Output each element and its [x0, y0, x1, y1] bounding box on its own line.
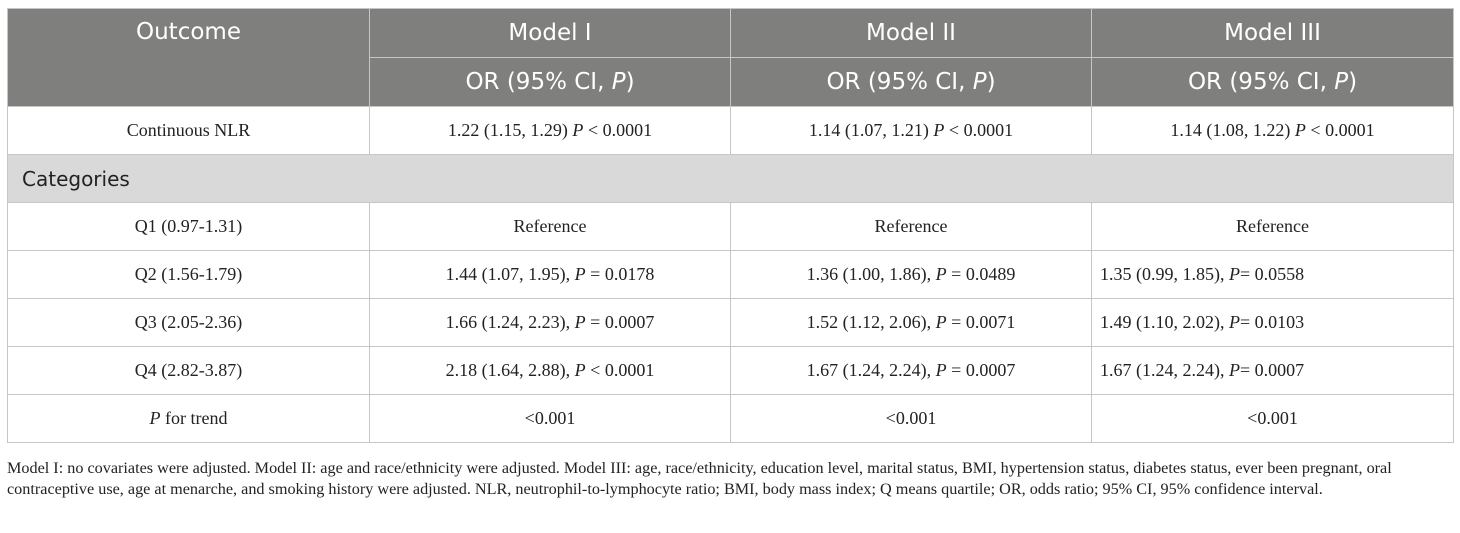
row-label: Q1 (0.97-1.31)	[7, 202, 370, 251]
table-cell: Reference	[1091, 202, 1454, 251]
table-cell: <0.001	[730, 394, 1092, 443]
results-table-container: Outcome Model I Model II Model III OR (9…	[7, 8, 1454, 443]
table-cell: 2.18 (1.64, 2.88), P < 0.0001	[369, 346, 731, 395]
row-label: P for trend	[7, 394, 370, 443]
header-row-or: OR (95% CI, P) OR (95% CI, P) OR (95% CI…	[8, 57, 1454, 107]
table-row-q1: Q1 (0.97-1.31) Reference Reference Refer…	[7, 202, 1454, 251]
table-row-q2: Q2 (1.56-1.79) 1.44 (1.07, 1.95), P = 0.…	[7, 250, 1454, 299]
header-outcome: Outcome	[7, 8, 370, 107]
categories-section-row: Categories	[7, 154, 1454, 203]
table-cell: 1.35 (0.99, 1.85), P= 0.0558	[1091, 250, 1454, 299]
categories-label: Categories	[7, 154, 1454, 203]
table-cell: 1.14 (1.08, 1.22) P < 0.0001	[1091, 106, 1454, 155]
header-model-3: Model III	[1091, 8, 1454, 58]
header-or-3: OR (95% CI, P)	[1091, 57, 1454, 107]
row-label: Q4 (2.82-3.87)	[7, 346, 370, 395]
table-cell: <0.001	[1091, 394, 1454, 443]
row-label: Q2 (1.56-1.79)	[7, 250, 370, 299]
table-cell: 1.36 (1.00, 1.86), P = 0.0489	[730, 250, 1092, 299]
table-cell: Reference	[730, 202, 1092, 251]
row-label: Continuous NLR	[7, 106, 370, 155]
table-cell: 1.67 (1.24, 2.24), P = 0.0007	[730, 346, 1092, 395]
table-row-q4: Q4 (2.82-3.87) 2.18 (1.64, 2.88), P < 0.…	[7, 346, 1454, 395]
table-cell: 1.14 (1.07, 1.21) P < 0.0001	[730, 106, 1092, 155]
header-model-2: Model II	[730, 8, 1092, 58]
table-row-continuous: Continuous NLR 1.22 (1.15, 1.29) P < 0.0…	[7, 106, 1454, 155]
table-cell: Reference	[369, 202, 731, 251]
table-cell: 1.49 (1.10, 2.02), P= 0.0103	[1091, 298, 1454, 347]
table-row-q3: Q3 (2.05-2.36) 1.66 (1.24, 2.23), P = 0.…	[7, 298, 1454, 347]
header-model-1: Model I	[369, 8, 731, 58]
table-footnote: Model I: no covariates were adjusted. Mo…	[7, 459, 1392, 498]
table-cell: 1.67 (1.24, 2.24), P= 0.0007	[1091, 346, 1454, 395]
results-table: Outcome Model I Model II Model III OR (9…	[7, 8, 1454, 443]
row-label: Q3 (2.05-2.36)	[7, 298, 370, 347]
header-or-1: OR (95% CI, P)	[369, 57, 731, 107]
header-or-2: OR (95% CI, P)	[730, 57, 1092, 107]
table-cell: 1.66 (1.24, 2.23), P = 0.0007	[369, 298, 731, 347]
table-cell: <0.001	[369, 394, 731, 443]
table-cell: 1.52 (1.12, 2.06), P = 0.0071	[730, 298, 1092, 347]
table-cell: 1.22 (1.15, 1.29) P < 0.0001	[369, 106, 731, 155]
header-row-models: Outcome Model I Model II Model III	[7, 8, 1454, 107]
table-row-trend: P for trend <0.001 <0.001 <0.001	[7, 394, 1454, 443]
table-cell: 1.44 (1.07, 1.95), P = 0.0178	[369, 250, 731, 299]
